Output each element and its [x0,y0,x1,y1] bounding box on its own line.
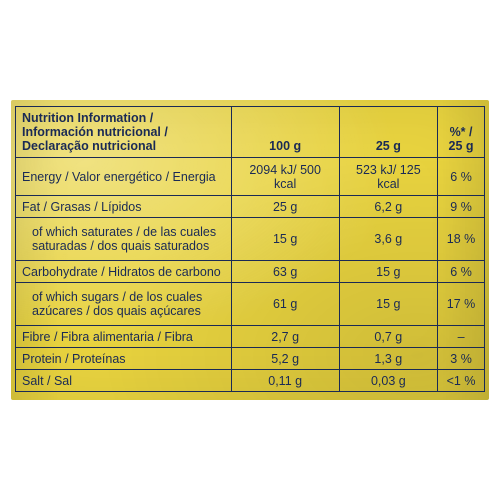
table-row: Energy / Valor energético / Energia2094 … [16,158,485,196]
table-row: Protein / Proteínas5,2 g1,3 g3 % [16,348,485,370]
row-label: Carbohydrate / Hidratos de carbono [16,261,232,283]
row-label: of which sugars / de los cuales azúcares… [16,283,232,326]
row-value-25g: 6,2 g [339,196,437,218]
row-value-pct: 6 % [438,158,485,196]
row-value-100g: 0,11 g [231,370,339,392]
table-row: of which sugars / de los cuales azúcares… [16,283,485,326]
header-pct: %* / 25 g [438,107,485,158]
canvas: Nutrition Information / Información nutr… [0,0,500,500]
row-label: Fat / Grasas / Lípidos [16,196,232,218]
row-value-100g: 63 g [231,261,339,283]
row-value-100g: 61 g [231,283,339,326]
table-row: of which saturates / de las cuales satur… [16,218,485,261]
row-value-25g: 15 g [339,261,437,283]
row-label: Fibre / Fibra alimentaria / Fibra [16,326,232,348]
row-value-25g: 3,6 g [339,218,437,261]
header-25g: 25 g [339,107,437,158]
row-value-100g: 15 g [231,218,339,261]
row-value-100g: 5,2 g [231,348,339,370]
nutrition-label: Nutrition Information / Información nutr… [11,100,489,400]
row-value-pct: 18 % [438,218,485,261]
header-100g: 100 g [231,107,339,158]
row-label: Salt / Sal [16,370,232,392]
row-label: Protein / Proteínas [16,348,232,370]
row-value-25g: 1,3 g [339,348,437,370]
row-value-pct: <1 % [438,370,485,392]
row-value-25g: 0,03 g [339,370,437,392]
row-value-pct: 6 % [438,261,485,283]
row-value-pct: 9 % [438,196,485,218]
table-header-row: Nutrition Information / Información nutr… [16,107,485,158]
row-label: Energy / Valor energético / Energia [16,158,232,196]
row-label: of which saturates / de las cuales satur… [16,218,232,261]
table-body: Energy / Valor energético / Energia2094 … [16,158,485,392]
header-label: Nutrition Information / Información nutr… [16,107,232,158]
table-row: Fat / Grasas / Lípidos25 g6,2 g9 % [16,196,485,218]
row-value-100g: 2094 kJ/ 500 kcal [231,158,339,196]
row-value-25g: 523 kJ/ 125 kcal [339,158,437,196]
row-value-100g: 2,7 g [231,326,339,348]
row-value-pct: 3 % [438,348,485,370]
row-value-25g: 15 g [339,283,437,326]
nutrition-table: Nutrition Information / Información nutr… [15,106,485,392]
row-value-25g: 0,7 g [339,326,437,348]
row-value-pct: – [438,326,485,348]
table-row: Fibre / Fibra alimentaria / Fibra2,7 g0,… [16,326,485,348]
table-row: Carbohydrate / Hidratos de carbono63 g15… [16,261,485,283]
table-row: Salt / Sal0,11 g0,03 g<1 % [16,370,485,392]
row-value-100g: 25 g [231,196,339,218]
row-value-pct: 17 % [438,283,485,326]
